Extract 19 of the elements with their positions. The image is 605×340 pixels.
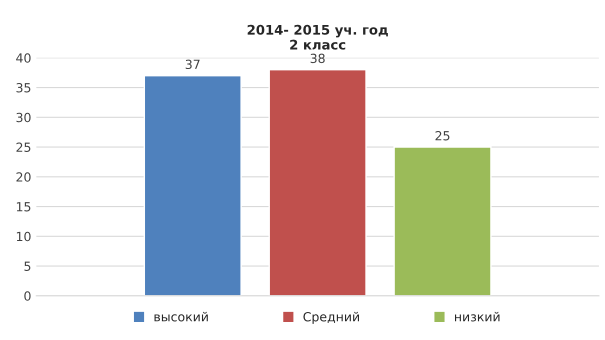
- y-tick-label: 10: [16, 232, 31, 242]
- y-tick-label: 35: [16, 83, 30, 92]
- bar: [144, 74, 242, 296]
- y-tick-label: 15: [16, 202, 30, 212]
- y-tick-label: 30: [16, 112, 31, 122]
- legend-label: низкий: [455, 312, 500, 322]
- data-label: 25: [435, 131, 450, 140]
- y-tick-label: 40: [16, 53, 31, 63]
- data-label: 37: [186, 60, 200, 70]
- y-tick-label: 5: [24, 262, 30, 271]
- chart-title: 2014- 2015 уч. год 2 класс: [248, 24, 388, 50]
- y-tick-label: 25: [16, 142, 30, 152]
- bar: [268, 69, 367, 296]
- bar: [393, 146, 492, 296]
- legend-label: Средний: [303, 312, 359, 324]
- data-label: 38: [310, 54, 325, 64]
- legend-label: высокий: [154, 312, 208, 322]
- y-tick-label: 20: [16, 172, 31, 182]
- y-tick-label: 0: [24, 291, 31, 301]
